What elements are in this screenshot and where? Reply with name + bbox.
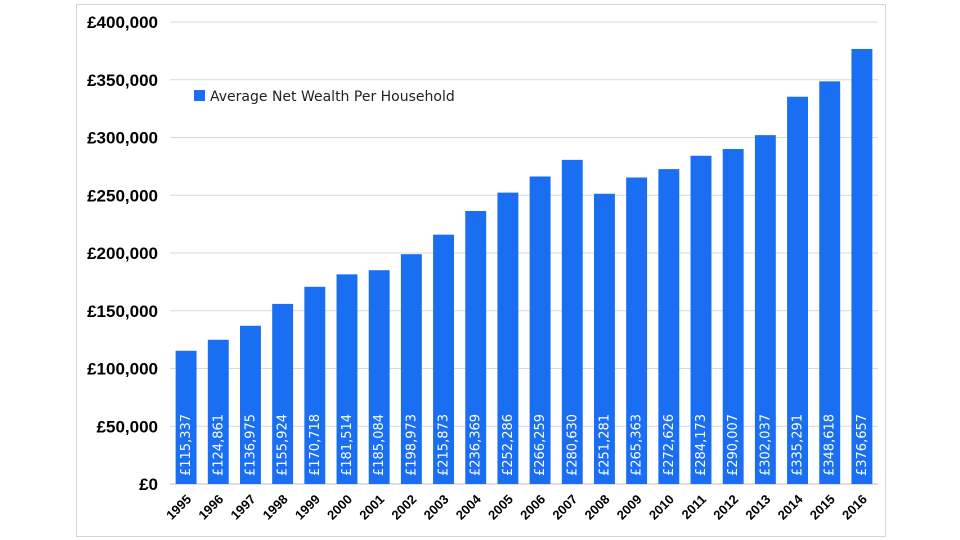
y-tick-label: £150,000 (87, 302, 158, 321)
x-tick-label: 2015 (807, 492, 838, 523)
y-tick-label: £100,000 (87, 360, 158, 379)
bar (433, 234, 455, 484)
bar (690, 155, 712, 484)
bars (175, 48, 873, 485)
bar (207, 339, 229, 484)
x-tick-label: 2001 (356, 492, 387, 523)
bar (561, 159, 583, 484)
bar (593, 193, 615, 484)
data-label: £335,291 (791, 414, 806, 476)
bar (239, 325, 261, 484)
bar (529, 176, 551, 484)
data-label: £236,369 (469, 414, 484, 476)
x-tick-label: 1999 (292, 492, 323, 523)
data-label: £251,281 (597, 414, 612, 476)
x-tick-label: 2007 (549, 492, 580, 523)
data-label: £170,718 (308, 414, 323, 476)
data-label: £376,657 (855, 414, 870, 476)
y-tick-label: £400,000 (87, 13, 158, 32)
legend-label: Average Net Wealth Per Household (210, 89, 455, 105)
x-tick-label: 2005 (485, 492, 516, 523)
y-tick-label: £350,000 (87, 71, 158, 90)
bar (272, 303, 294, 484)
bar (819, 81, 841, 485)
bar (304, 286, 326, 484)
data-label: £252,286 (501, 414, 516, 476)
bar (851, 48, 873, 484)
data-label: £215,873 (437, 414, 452, 476)
data-label: £272,626 (662, 414, 677, 476)
x-tick-label: 2006 (517, 492, 548, 523)
x-tick-label: 1998 (260, 492, 291, 523)
data-label: £302,037 (758, 414, 773, 476)
y-tick-label: £300,000 (87, 129, 158, 148)
bar (336, 274, 358, 484)
data-label: £266,259 (533, 414, 548, 476)
bar (368, 270, 390, 484)
data-label: £198,973 (404, 414, 419, 476)
x-tick-label: 2004 (453, 491, 485, 523)
data-label: £155,924 (276, 414, 291, 476)
data-label: £185,084 (372, 414, 387, 476)
x-tick-label: 1995 (163, 492, 194, 523)
data-label: £348,618 (823, 414, 838, 476)
x-tick-label: 1996 (195, 492, 226, 523)
y-tick-label: £200,000 (87, 244, 158, 263)
bar (465, 210, 487, 484)
x-tick-label: 2016 (839, 492, 870, 523)
x-tick-label: 1997 (228, 492, 259, 523)
x-tick-label: 2012 (710, 492, 741, 523)
bar (658, 169, 680, 484)
x-axis: 1995 1996 1997 1998 1999 2000 2001 2002 2003 2004… (163, 491, 870, 523)
bar (175, 350, 197, 484)
x-tick-label: 2009 (614, 492, 645, 523)
x-tick-label: 2010 (646, 492, 677, 523)
x-tick-label: 2008 (582, 492, 613, 523)
x-tick-label: 2000 (324, 492, 355, 523)
y-tick-label: £250,000 (87, 186, 158, 205)
x-tick-label: 2013 (742, 492, 773, 523)
bar (626, 177, 648, 484)
legend: Average Net Wealth Per Household (194, 89, 455, 105)
x-tick-label: 2002 (388, 492, 419, 523)
y-tick-label: £50,000 (97, 417, 158, 436)
data-label: £284,173 (694, 414, 709, 476)
data-label: £181,514 (340, 414, 355, 476)
y-axis: £0 £50,000 £100,000 £150,000 £200,000 £250,00… (87, 13, 158, 494)
x-tick-label: 2011 (679, 492, 710, 523)
data-labels: £115,337 £124,861 £136,975 £155,924 £170,718… (179, 414, 870, 476)
x-tick-label: 2003 (421, 492, 452, 523)
data-label: £280,630 (565, 414, 580, 476)
data-label: £124,861 (211, 414, 226, 476)
legend-swatch (194, 90, 205, 101)
data-label: £290,007 (726, 414, 741, 476)
bar (400, 254, 422, 484)
data-label: £136,975 (243, 414, 258, 476)
data-label: £265,363 (630, 414, 645, 476)
x-tick-label: 2014 (775, 491, 807, 523)
bar (787, 96, 809, 484)
bar (722, 149, 744, 484)
bar (497, 192, 519, 484)
bar (754, 135, 776, 484)
data-label: £115,337 (179, 414, 194, 476)
y-tick-label: £0 (139, 475, 158, 494)
